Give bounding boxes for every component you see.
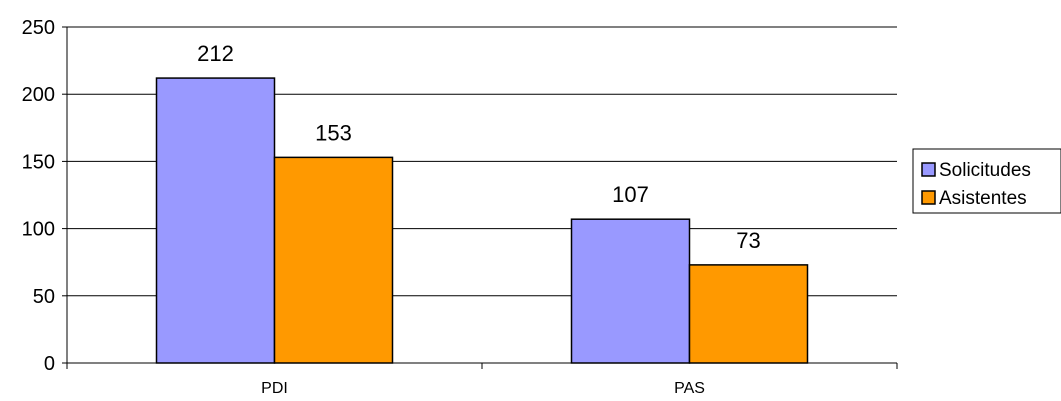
data-label: 212 [197, 41, 234, 66]
x-category-label: PDI [261, 380, 288, 397]
data-labels: 212 153 107 73 [197, 41, 761, 253]
bar-asistentes-pas [688, 264, 809, 364]
legend-label: Solicitudes [939, 160, 1031, 181]
x-category-label: PAS [674, 380, 705, 397]
data-label: 107 [612, 182, 649, 207]
bar-asistentes-pdi [273, 156, 394, 364]
legend-box [912, 148, 1061, 214]
bar-solicitudes-pdi [155, 77, 276, 364]
y-tick-label: 50 [33, 286, 55, 308]
bar-solicitudes-pas [570, 218, 691, 364]
y-tick-label: 150 [22, 151, 55, 173]
legend-label: Asistentes [939, 188, 1027, 209]
legend-swatch-asistentes [921, 190, 936, 205]
y-tick-label: 250 [22, 17, 55, 39]
data-label: 73 [736, 228, 760, 253]
axes: 0 50 100 150 200 250 PDI PAS [22, 17, 898, 397]
legend-swatch-solicitudes [921, 162, 936, 177]
y-tick-label: 100 [22, 219, 55, 241]
bars [155, 77, 809, 364]
y-tick-label: 0 [44, 353, 55, 375]
y-tick-label: 200 [22, 84, 55, 106]
legend: Solicitudes Asistentes [912, 148, 1061, 214]
data-label: 153 [315, 120, 352, 145]
